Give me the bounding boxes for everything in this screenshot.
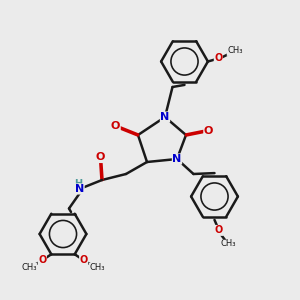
Text: CH₃: CH₃ bbox=[220, 239, 236, 248]
Text: O: O bbox=[215, 225, 223, 236]
Text: O: O bbox=[204, 125, 213, 136]
Text: H: H bbox=[74, 178, 82, 189]
Text: CH₃: CH₃ bbox=[89, 263, 105, 272]
Text: N: N bbox=[75, 184, 84, 194]
Text: CH₃: CH₃ bbox=[21, 263, 37, 272]
Text: N: N bbox=[160, 112, 169, 122]
Text: O: O bbox=[214, 53, 223, 64]
Text: O: O bbox=[96, 152, 105, 163]
Text: N: N bbox=[172, 154, 182, 164]
Text: O: O bbox=[80, 255, 88, 265]
Text: O: O bbox=[38, 255, 46, 265]
Text: CH₃: CH₃ bbox=[227, 46, 243, 56]
Text: O: O bbox=[111, 121, 120, 131]
